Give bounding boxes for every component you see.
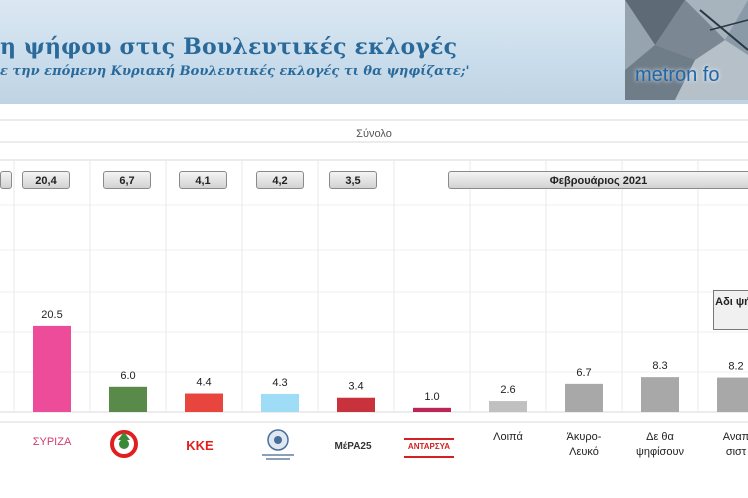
bar [565,383,603,412]
category-label: Δε θα [646,431,674,443]
data-label: 6.7 [576,367,591,379]
bar [413,407,451,412]
logo-text: metron fo [635,64,720,86]
mera25-logo: ΜέΡΑ25 [334,441,372,452]
page-subtitle: ε την επόμενη Κυριακή Βουλευτικές εκλογέ… [0,64,470,79]
bar [717,377,748,412]
period-label-box: Φεβρουάριος 2021 [448,171,748,189]
antarsya-logo: ΑΝΤΑΡΣΥΑ [404,438,454,458]
adjusted-note-box: Αδι ψή [713,290,748,330]
el-logo-icon [262,429,294,460]
kinal-logo [110,430,138,458]
category-label: Άκυρο- [567,431,602,443]
category-label: Λοιπά [493,431,523,443]
bar [33,325,71,412]
page-title: η ψήφου στις Βουλευτικές εκλογές [0,34,458,60]
bar [261,393,299,412]
data-label: 20.5 [41,309,62,321]
previous-value-box: 6,7 [103,171,151,189]
data-label: 3.4 [348,381,363,393]
previous-value-box: 4,1 [179,171,227,189]
data-label: 2.6 [500,384,515,396]
data-label: 8.2 [728,361,743,373]
bar [109,386,147,412]
data-label: 4.3 [272,377,287,389]
data-label: 6.0 [120,370,135,382]
metron-logo: metron fo [625,0,748,100]
header-banner: η ψήφου στις Βουλευτικές εκλογές ε την ε… [0,0,748,104]
data-label: 8.3 [652,360,667,372]
kke-logo: ΚΚΕ [186,438,214,453]
el-logo [258,428,298,462]
bar [641,377,679,412]
logo-graphic [625,0,748,100]
bar [185,393,223,412]
panel-title: Σύνολο [356,128,392,140]
syriza-logo: ΣΥΡΙΖΑ [32,436,72,448]
bar [489,401,527,412]
data-label: 4.4 [196,377,211,389]
category-label: σιστ [726,446,747,458]
previous-value-box: 20,4 [22,171,70,189]
category-label: Αναπ [723,431,748,443]
data-label: 1.0 [424,391,439,403]
previous-value-box: 4,2 [256,171,304,189]
previous-value-box-cut [0,171,12,189]
category-label: ψηφίσουν [636,446,684,458]
bar [337,397,375,412]
previous-value-box: 3,5 [329,171,377,189]
kinal-logo-icon [110,430,138,458]
category-label: Λευκό [569,446,599,458]
